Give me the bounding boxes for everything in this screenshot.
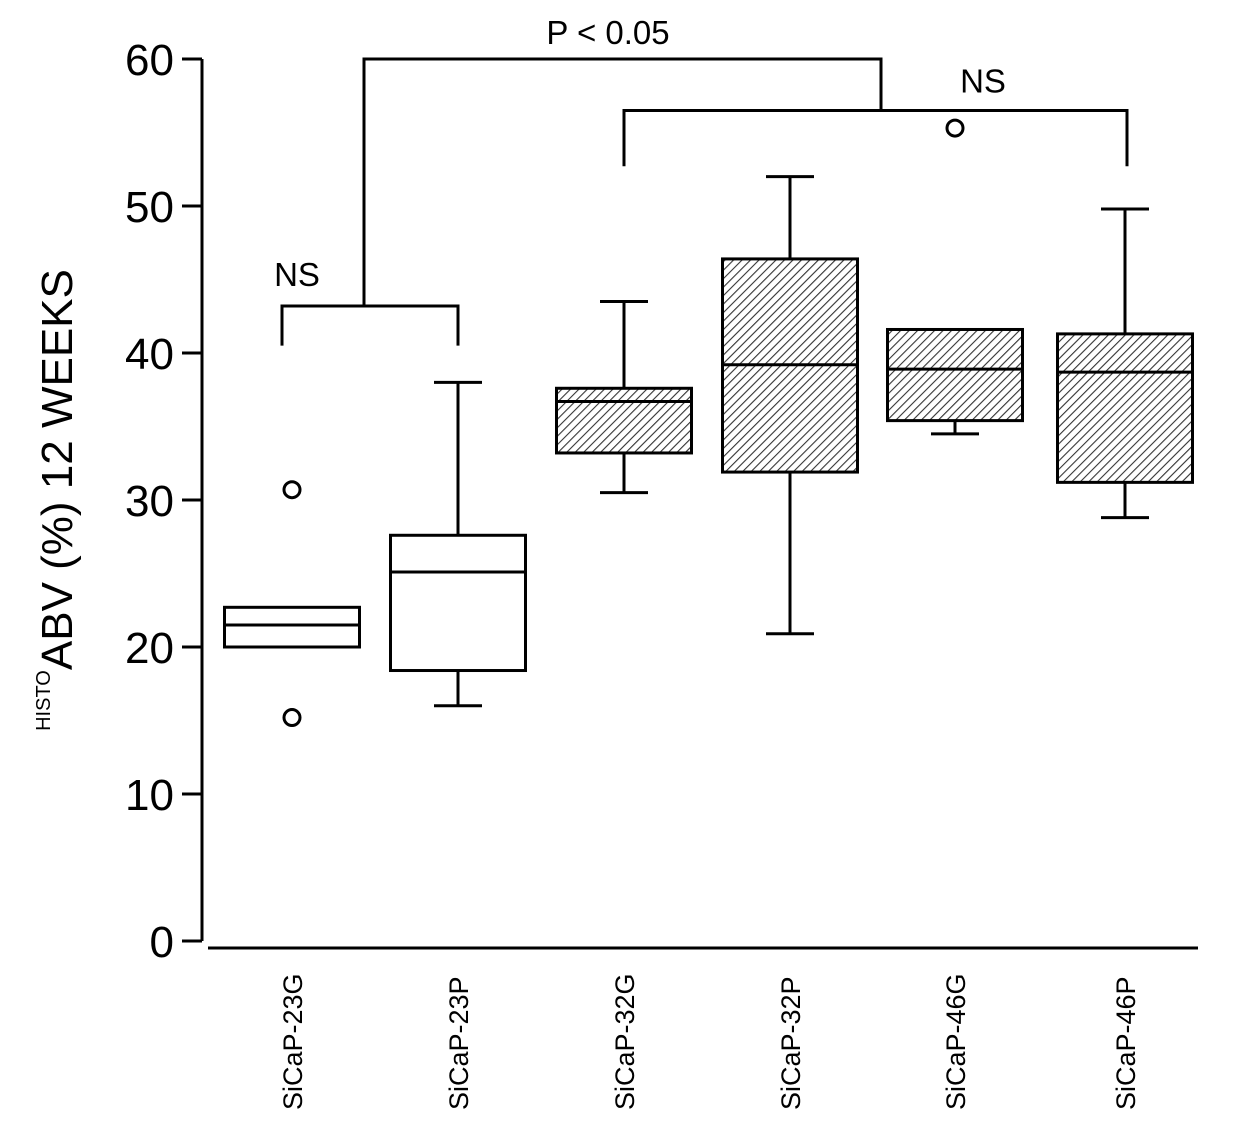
bracket-label: P < 0.05: [546, 14, 669, 51]
bracket-p-value: P < 0.05: [362, 14, 883, 306]
y-tick-label: 40: [125, 330, 174, 379]
x-tick-label: SiCaP-32P: [776, 976, 806, 1110]
y-axis-label-superscript: HISTO: [33, 670, 55, 731]
box-SiCaP-23P: [389, 380, 527, 708]
bracket-line: [280, 304, 460, 346]
box-SiCaP-23G: [223, 480, 361, 728]
y-axis-label-main: ABV (%) 12 WEEKS: [33, 269, 82, 670]
bracket-ns-23: NS: [274, 256, 460, 346]
y-tick-label: 0: [150, 918, 174, 967]
x-tick-label: SiCaP-32G: [610, 973, 640, 1110]
outlier-point: [945, 118, 965, 138]
significance-annotations: NS NS P < 0.05: [274, 14, 1129, 346]
x-tick-label: SiCaP-46G: [941, 973, 971, 1110]
y-axis-label: HISTOABV (%) 12 WEEKS: [33, 269, 82, 731]
box-body: [555, 386, 693, 455]
y-tick-label: 60: [125, 36, 174, 85]
box-SiCaP-32G: [555, 300, 693, 495]
x-tick-label: SiCaP-23P: [444, 976, 474, 1110]
y-tick-label: 10: [125, 771, 174, 820]
box-body: [886, 327, 1024, 423]
bracket-label: NS: [274, 256, 320, 293]
y-axis: 0 10 20 30 40 50 60: [125, 36, 204, 967]
y-tick-label: 30: [125, 477, 174, 526]
box-body: [389, 533, 527, 673]
box-body: [223, 605, 361, 649]
box-SiCaP-46G: [886, 118, 1024, 436]
boxes-layer: [223, 118, 1194, 728]
box-SiCaP-32P: [721, 175, 859, 636]
outlier-point: [282, 708, 302, 728]
bracket-line: [622, 108, 1129, 167]
outlier-point: [282, 480, 302, 500]
bracket-label: NS: [960, 62, 1006, 99]
box-SiCaP-46P: [1056, 207, 1194, 520]
y-tick-label: 50: [125, 183, 174, 232]
bracket-line: [362, 57, 883, 306]
x-tick-label: SiCaP-23G: [278, 973, 308, 1110]
x-axis: SiCaP-23G SiCaP-23P SiCaP-32G SiCaP-32P SiCa…: [208, 946, 1198, 1110]
x-tick-label: SiCaP-46P: [1111, 976, 1141, 1110]
bracket-ns-32-46: NS: [622, 62, 1129, 167]
box-body: [1056, 332, 1194, 484]
y-tick-label: 20: [125, 624, 174, 673]
